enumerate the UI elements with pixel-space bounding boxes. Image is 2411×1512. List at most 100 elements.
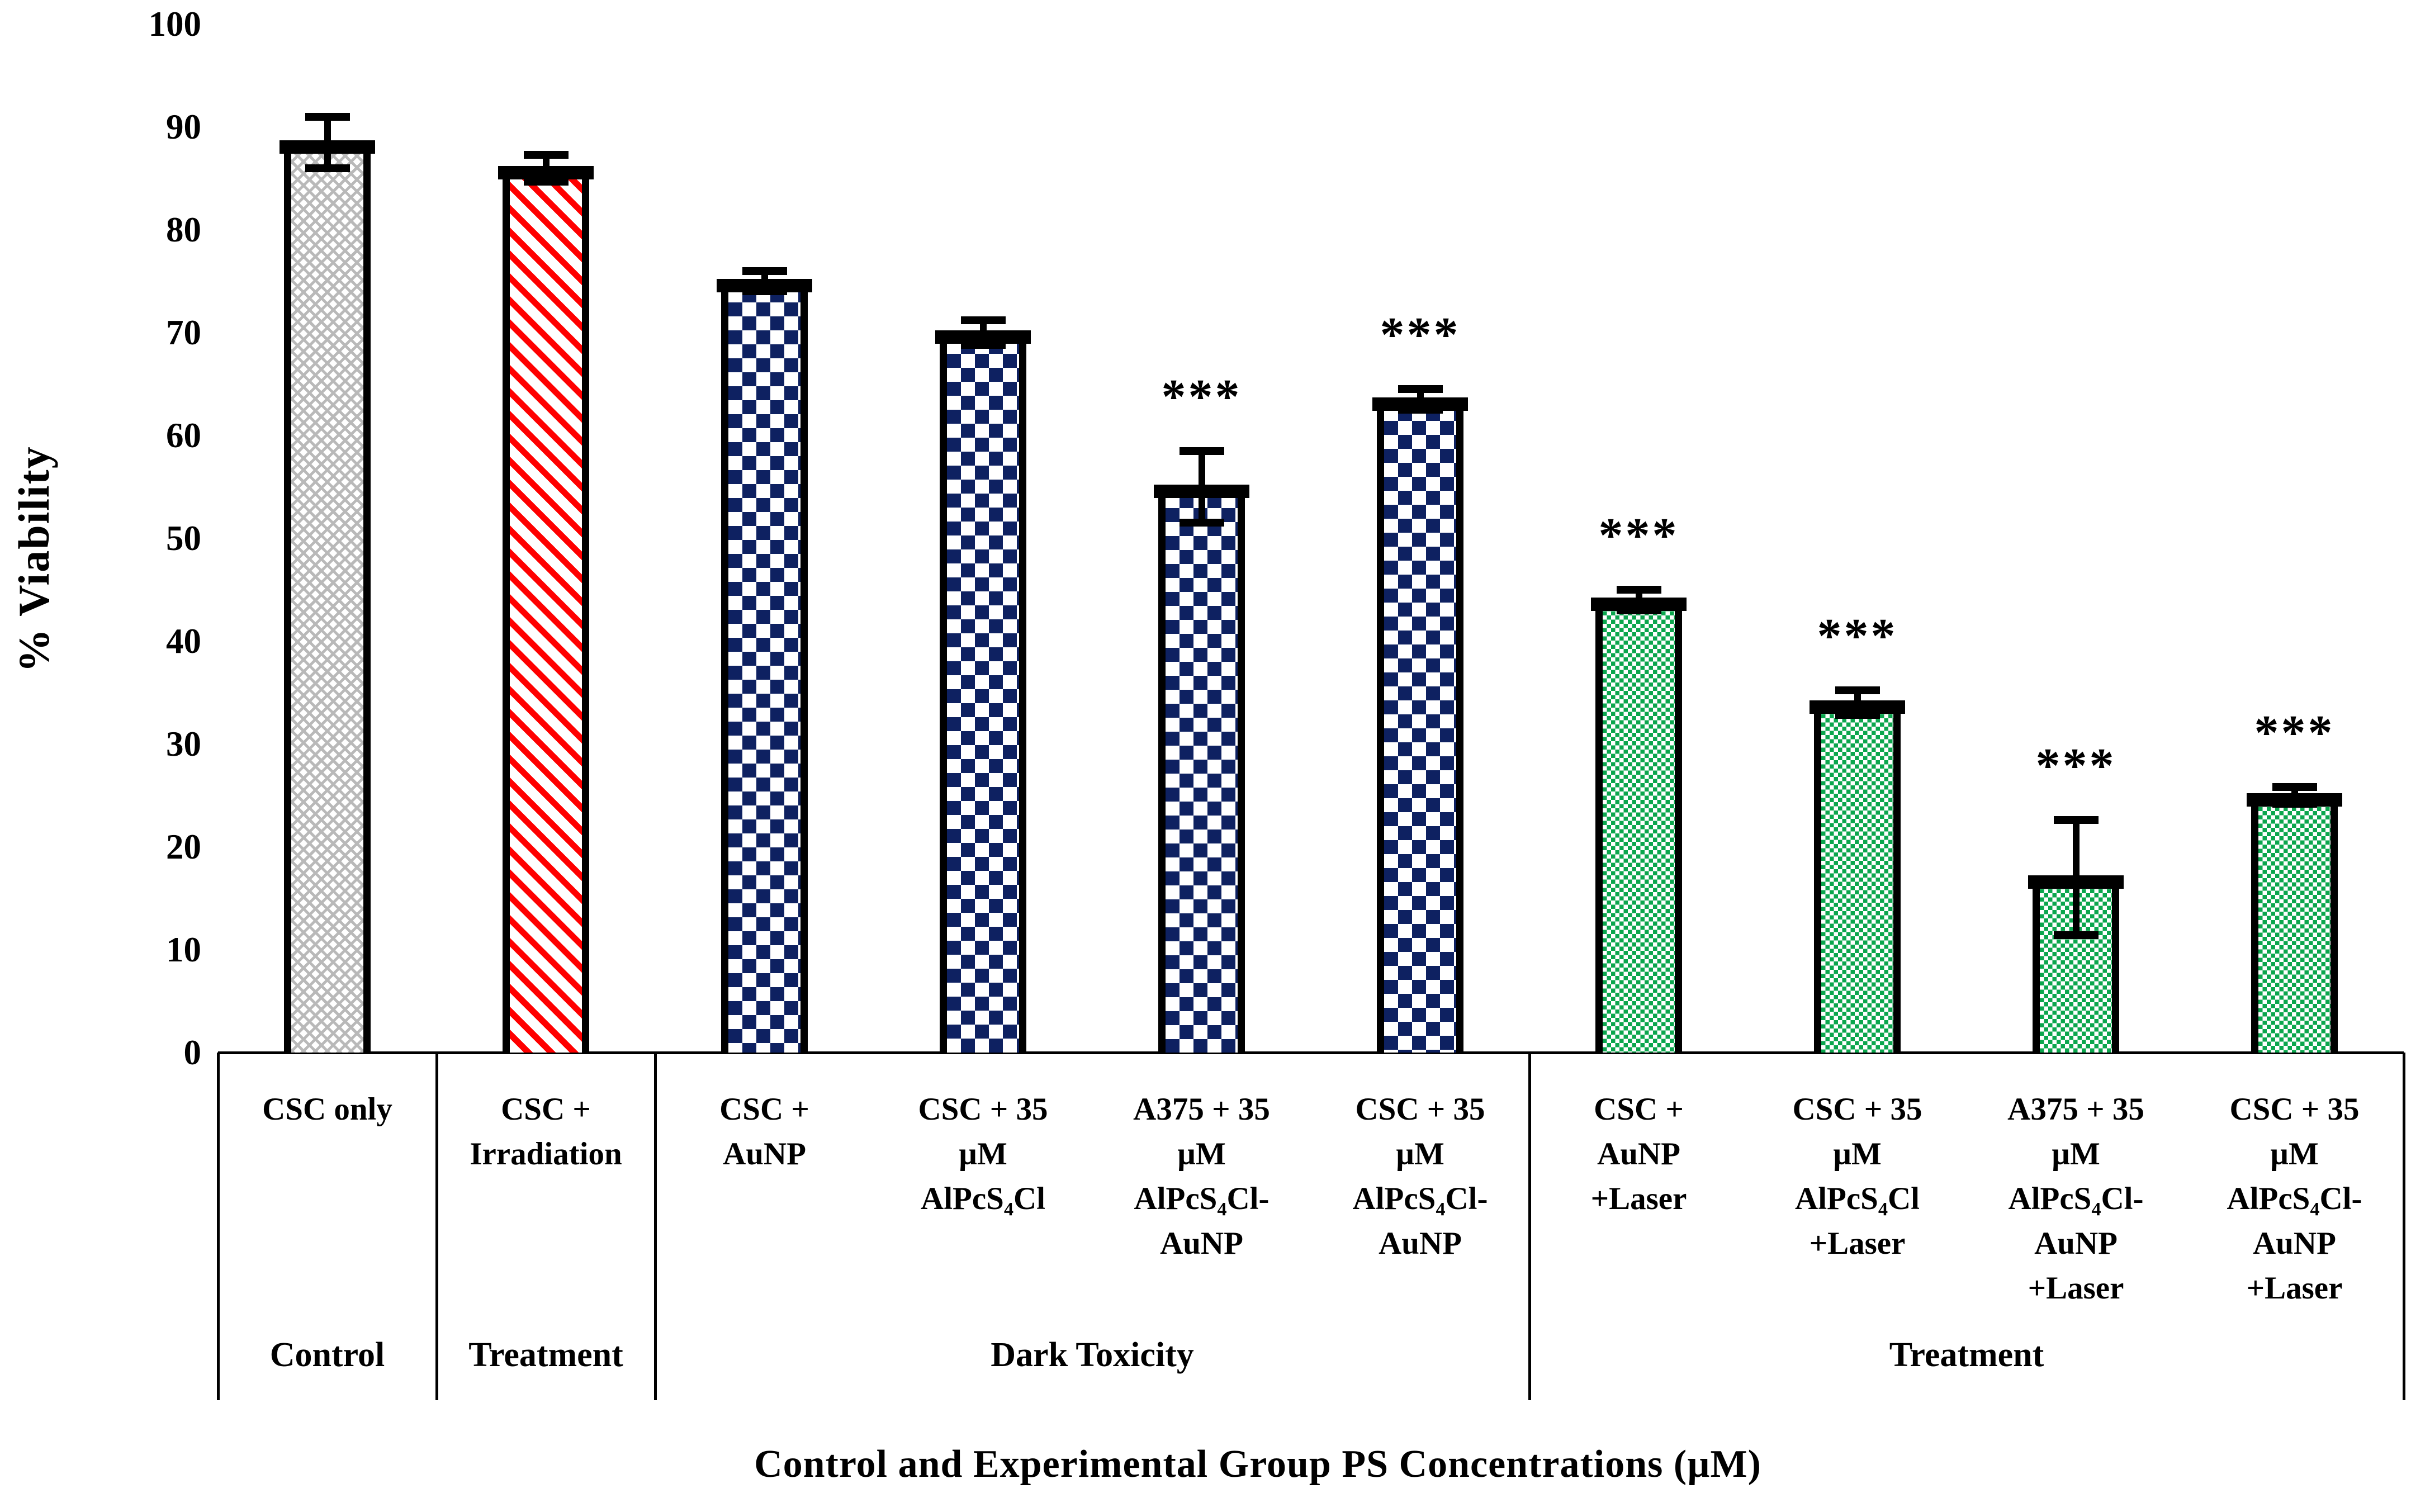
bar <box>721 281 808 1053</box>
category-label-line: CSC + 35 <box>918 1092 1048 1127</box>
category-label-line: +Laser <box>2246 1271 2343 1306</box>
y-tick-label: 50 <box>166 519 201 558</box>
category-label-line: Irradiation <box>470 1136 622 1172</box>
category-label-line: +Laser <box>2028 1271 2124 1306</box>
category-label-line: AuNP <box>1597 1136 1680 1172</box>
category-label: CSC + 35 µM AlPcS₄Cl +Laser <box>1748 1087 1967 1266</box>
category-label-line: CSC + <box>719 1092 809 1127</box>
category-label-line: AlPcS₄Cl- <box>1134 1181 1270 1216</box>
category-label-line: µM <box>1833 1136 1882 1172</box>
bar <box>1377 399 1463 1053</box>
label-divider-line <box>435 1053 438 1400</box>
group-label: Treatment <box>1889 1336 2044 1374</box>
bar <box>1158 487 1245 1053</box>
error-bar-top-cap <box>2272 783 2317 791</box>
bar-top-cap <box>1372 397 1468 411</box>
significance-stars: *** <box>1817 609 1898 664</box>
category-label: A375 + 35 µM AlPcS₄Cl- AuNP +Laser <box>1967 1087 2185 1311</box>
bar-top-cap <box>2247 793 2342 807</box>
category-label-line: CSC only <box>262 1092 392 1127</box>
error-bar-top-cap <box>1398 385 1443 394</box>
category-label: CSC only <box>218 1087 437 1132</box>
bar-top-cap <box>717 279 812 292</box>
bar <box>503 168 589 1053</box>
category-label-line: µM <box>959 1136 1007 1172</box>
bar-top-cap <box>2028 875 2124 889</box>
category-label-line: µM <box>2052 1136 2100 1172</box>
bar-top-cap <box>498 165 594 179</box>
bar <box>1595 600 1682 1053</box>
y-tick-label: 70 <box>166 313 201 352</box>
bar-top-cap <box>280 140 375 154</box>
category-label-line: +Laser <box>1590 1181 1687 1216</box>
error-bar-bottom-cap <box>305 164 350 172</box>
group-label: Dark Toxicity <box>991 1336 1194 1374</box>
y-tick-label: 100 <box>148 4 202 44</box>
bar <box>940 333 1026 1053</box>
error-bar-bottom-cap <box>1179 519 1224 527</box>
category-label: CSC + 35 µM AlPcS₄Cl- AuNP +Laser <box>2185 1087 2404 1311</box>
category-label-line: CSC + <box>501 1092 591 1127</box>
y-tick-label: 40 <box>166 622 201 661</box>
category-label: CSC + 35 µM AlPcS₄Cl- AuNP <box>1311 1087 1529 1266</box>
error-bar-bottom-cap <box>523 177 569 186</box>
category-label: CSC + AuNP <box>655 1087 874 1177</box>
category-label-line: CSC + 35 <box>2229 1092 2360 1127</box>
category-label-line: AuNP <box>1379 1226 1462 1261</box>
y-tick-label: 60 <box>166 416 201 455</box>
error-bar-bottom-cap <box>2053 931 2099 940</box>
category-label: CSC + AuNP +Laser <box>1529 1087 1748 1221</box>
error-bar-top-cap <box>1616 586 1661 594</box>
bar-top-cap <box>935 330 1031 344</box>
bar-top-cap <box>1154 485 1249 498</box>
category-label-line: µM <box>2270 1136 2319 1172</box>
label-divider-line <box>217 1053 220 1400</box>
category-label-line: µM <box>1396 1136 1444 1172</box>
category-label-line: AlPcS₄Cl- <box>2008 1181 2144 1216</box>
x-axis-title: Control and Experimental Group PS Concen… <box>754 1443 1761 1486</box>
error-bar-top-cap <box>305 112 350 121</box>
category-label: A375 + 35 µM AlPcS₄Cl- AuNP <box>1092 1087 1311 1266</box>
category-label-line: +Laser <box>1809 1226 1906 1261</box>
category-label-line: AlPcS₄Cl- <box>1352 1181 1488 1216</box>
category-label-line: AuNP <box>2253 1226 2336 1261</box>
significance-stars: *** <box>1598 509 1679 563</box>
label-divider-line <box>2403 1053 2405 1400</box>
category-label-line: AlPcS₄Cl <box>921 1181 1045 1216</box>
error-bar-top-cap <box>1179 447 1224 455</box>
y-tick-label: 90 <box>166 107 201 146</box>
error-bar-top-cap <box>1835 686 1880 695</box>
y-tick-label: 10 <box>166 930 201 969</box>
bar <box>2251 795 2338 1053</box>
category-label: CSC + 35 µM AlPcS₄Cl <box>874 1087 1092 1221</box>
y-tick-label: 30 <box>166 724 201 764</box>
y-tick-label: 0 <box>183 1033 202 1072</box>
significance-stars: *** <box>2254 706 2335 761</box>
category-label-line: CSC + <box>1594 1092 1684 1127</box>
category-label-line: AlPcS₄Cl- <box>2227 1181 2362 1216</box>
bar-top-cap <box>1591 598 1687 612</box>
category-label-line: AuNP <box>2034 1226 2118 1261</box>
bar <box>284 142 371 1053</box>
category-label-line: AuNP <box>723 1136 806 1172</box>
category-label-line: CSC + 35 <box>1355 1092 1485 1127</box>
label-divider-line <box>1528 1053 1531 1400</box>
category-label: CSC + Irradiation <box>437 1087 655 1177</box>
significance-stars: *** <box>1380 308 1461 363</box>
label-divider-line <box>654 1053 657 1400</box>
group-label: Treatment <box>468 1336 623 1374</box>
group-label: Control <box>269 1336 385 1374</box>
category-label-line: A375 + 35 <box>1133 1092 1270 1127</box>
error-bar-top-cap <box>2053 816 2099 824</box>
x-axis-line <box>218 1051 2404 1054</box>
category-label-line: CSC + 35 <box>1792 1092 1922 1127</box>
error-bar-top-cap <box>523 150 569 159</box>
error-bar-top-cap <box>960 316 1006 324</box>
bar <box>1814 703 1901 1053</box>
y-tick-label: 20 <box>166 827 201 866</box>
significance-stars: *** <box>1161 369 1242 424</box>
category-label-line: A375 + 35 <box>2007 1092 2144 1127</box>
category-label-line: µM <box>1177 1136 1226 1172</box>
significance-stars: *** <box>2035 739 2116 794</box>
